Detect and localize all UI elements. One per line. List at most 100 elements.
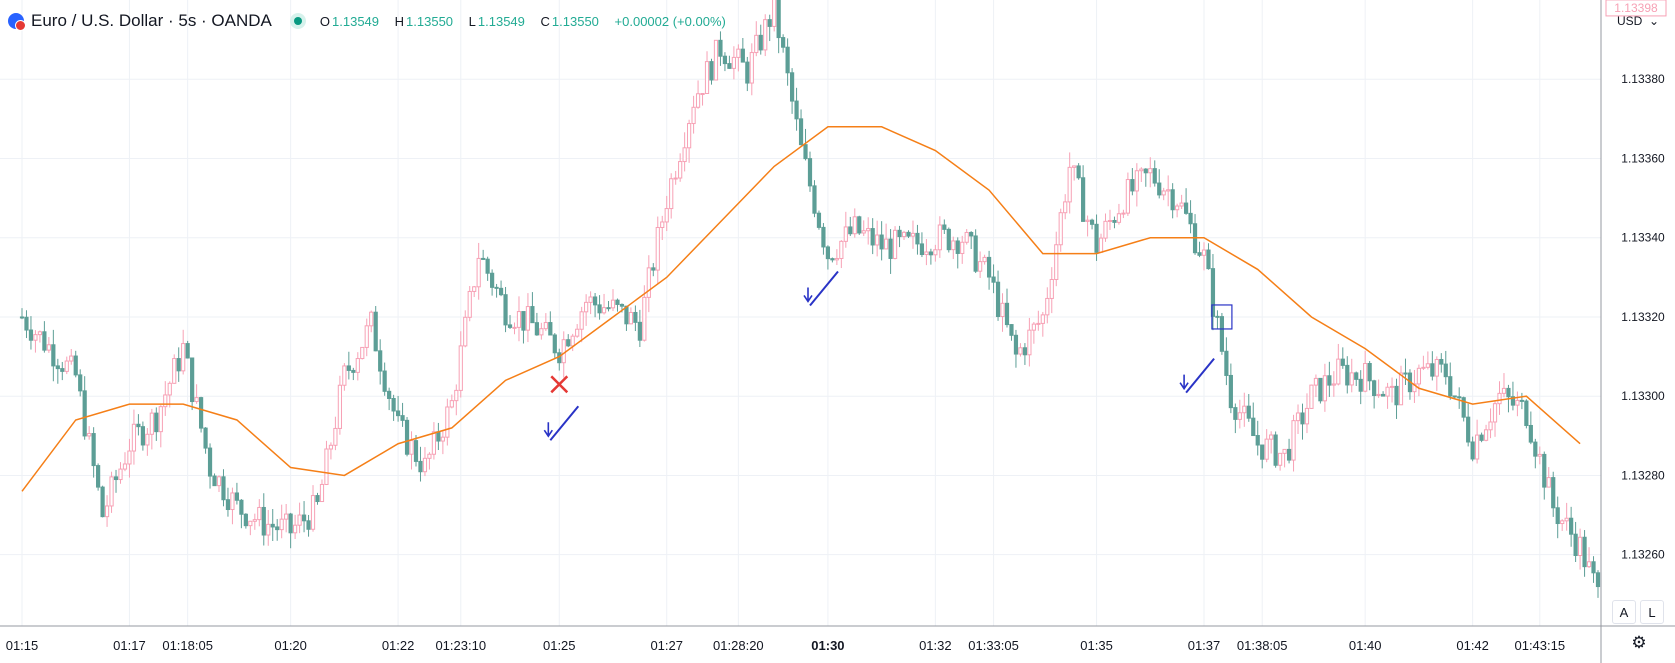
candle-body (986, 256, 992, 278)
candle-body (552, 334, 557, 354)
candle-body (512, 326, 517, 329)
log-scale-button[interactable]: L (1640, 600, 1664, 624)
candle-body (727, 63, 732, 69)
candle-body (418, 460, 423, 473)
candle-body (1031, 323, 1036, 331)
candle-body (772, 0, 777, 27)
candle-body (1340, 358, 1345, 366)
price-tick-label: 1.13340 (1621, 231, 1665, 245)
candle-body (373, 311, 378, 352)
candle-body (1309, 384, 1314, 409)
candle-body (695, 93, 701, 108)
candle-body (261, 506, 266, 536)
candle-body (1425, 363, 1430, 368)
candle-body (1295, 412, 1301, 422)
candle-body (1533, 441, 1538, 457)
auto-scale-button[interactable]: A (1612, 600, 1636, 624)
candle-body (628, 311, 634, 325)
candle-body (1354, 372, 1359, 380)
candle-body (1345, 364, 1350, 386)
candle-body (1430, 363, 1435, 377)
candle-body (1210, 268, 1216, 317)
candle-body (476, 257, 481, 288)
annotation-box (1211, 304, 1233, 330)
candle-body (1233, 407, 1238, 420)
candle-body (924, 251, 929, 256)
candle-body (207, 447, 213, 477)
candle-body (691, 106, 696, 125)
candle-body (369, 311, 374, 327)
arrow-down-icon (803, 287, 813, 303)
candle-body (897, 229, 902, 238)
candle-body (440, 436, 445, 442)
candle-body (284, 513, 289, 520)
time-tick-label: 01:20 (274, 638, 307, 653)
currency-selector[interactable]: USD ⌄ (1611, 10, 1665, 32)
candle-body (861, 230, 866, 234)
candle-body (660, 221, 665, 228)
candle-body (337, 384, 342, 429)
candle-body (288, 513, 293, 534)
candle-body (561, 339, 566, 364)
candle-body (490, 272, 495, 288)
candle-body (1519, 399, 1524, 402)
candle-body (301, 514, 307, 522)
candle-body (516, 311, 522, 328)
candle-body (239, 499, 244, 515)
annotation-arrow-line (1185, 358, 1215, 394)
candle-body (776, 0, 781, 39)
candle-body (1322, 375, 1327, 402)
candle-body (1251, 417, 1256, 437)
candle-body (1421, 366, 1426, 369)
candle-body (64, 360, 69, 372)
candle-body (167, 382, 172, 396)
candle-body (834, 257, 839, 261)
time-tick-label: 01:35 (1080, 638, 1113, 653)
candle-body (713, 39, 719, 81)
candle-body (1434, 359, 1439, 377)
candle-body (1318, 377, 1323, 402)
candle-body (1058, 212, 1063, 246)
settings-gear-icon[interactable]: ⚙ (1631, 633, 1647, 652)
candle-body (1282, 448, 1287, 454)
candle-body (1013, 334, 1019, 355)
candle-body (870, 228, 875, 246)
candle-body (1470, 441, 1475, 460)
time-axis-panel (0, 626, 1675, 663)
candle-body (1206, 249, 1211, 270)
candle-body (973, 235, 978, 272)
candle-body (785, 46, 790, 74)
candle-body (928, 251, 933, 256)
candle-body (163, 394, 168, 408)
time-tick-label: 01:33:05 (968, 638, 1019, 653)
candle-body (1273, 434, 1278, 466)
candle-body (584, 301, 589, 313)
candle-body (1551, 477, 1556, 509)
candle-body (933, 249, 938, 256)
candle-body (982, 256, 987, 263)
candle-body (145, 433, 150, 446)
candle-body (1219, 316, 1225, 352)
candle-body (1439, 359, 1444, 365)
candle-body (252, 519, 257, 522)
candle-body (1564, 517, 1569, 522)
candle-body (413, 440, 419, 462)
candle-body (673, 177, 678, 180)
candle-body (346, 365, 351, 371)
candle-body (1336, 358, 1341, 385)
candle-body (315, 495, 320, 503)
candle-body (615, 299, 620, 305)
symbol-title[interactable]: Euro / U.S. Dollar · 5s · OANDA (31, 11, 272, 30)
annotations (543, 270, 1233, 441)
candle-body (507, 324, 513, 328)
candle-body (601, 307, 607, 314)
candle-body (37, 331, 43, 336)
candle-body (951, 240, 956, 251)
candle-body (1018, 347, 1023, 355)
candle-body (234, 492, 240, 501)
market-status-icon[interactable] (289, 13, 306, 29)
candle-body (310, 495, 316, 530)
candle-body (181, 343, 186, 372)
candle-body (127, 450, 132, 465)
